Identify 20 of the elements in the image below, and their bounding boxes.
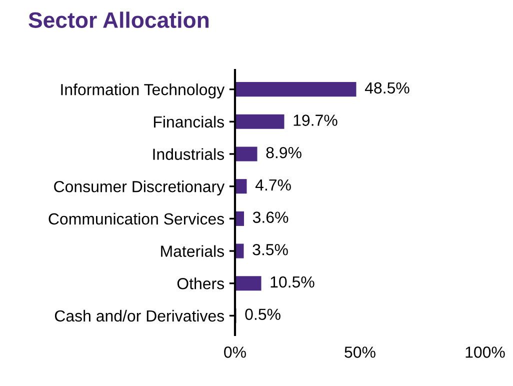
y-tick-label: Cash and/or Derivatives (54, 310, 224, 322)
y-tick-label: Industrials (153, 148, 224, 160)
y-tick-label: Materials (161, 245, 224, 257)
y-tick-label: Consumer Discretionary (54, 180, 225, 196)
y-tick-label: Communication Services (48, 212, 224, 225)
data-label: 3.6% (252, 212, 288, 223)
y-tick-label: Financials (154, 116, 224, 128)
data-label: 19.7% (294, 114, 338, 126)
data-label: 48.5% (364, 82, 410, 94)
data-label: 8.9% (266, 146, 302, 158)
data-label: 0.5% (245, 308, 280, 320)
x-tick-label: 50% (344, 346, 376, 358)
chart-title: Sector Allocation (28, 12, 209, 28)
y-tick-label: Others (177, 278, 224, 290)
data-label: 10.5% (270, 276, 314, 288)
y-tick-label: Information Technology (61, 84, 225, 98)
x-tick-label: 0% (224, 346, 246, 358)
data-label: 4.7% (255, 179, 291, 191)
data-label: 3.5% (252, 244, 288, 256)
x-tick-label: 100% (466, 346, 505, 358)
